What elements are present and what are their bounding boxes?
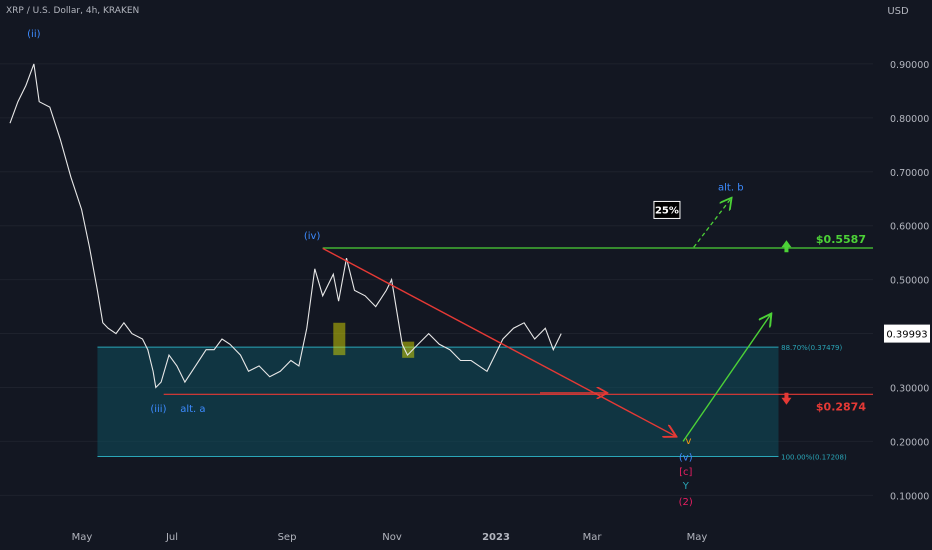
down-arrow-icon: [781, 392, 792, 405]
y-tick-0: 0.90000: [890, 60, 929, 71]
x-tick-5: Mar: [583, 532, 603, 543]
x-tick-6: May: [687, 532, 708, 543]
wave-label-5: v: [685, 436, 691, 447]
price-line: [9, 63, 562, 389]
x-tick-4: 2023: [482, 532, 510, 543]
y-tick-1: 0.80000: [890, 114, 929, 125]
y-tick-2: 0.70000: [890, 168, 929, 179]
y-tick-6: 0.30000: [890, 383, 929, 394]
wave-label-7: [c]: [679, 467, 692, 478]
up-arrow-icon: [781, 240, 792, 253]
support-label: $0.2874: [816, 400, 866, 413]
y-tick-8: 0.10000: [890, 491, 929, 502]
fib-zone: [97, 347, 779, 457]
current-price-label: 0.39993: [886, 330, 927, 341]
wave-label-1: (iii): [150, 404, 166, 415]
percent-box: [653, 200, 681, 219]
percent-box-label: 25%: [655, 205, 679, 216]
y-tick-3: 0.60000: [890, 222, 929, 233]
wave-label-0: (ii): [27, 29, 40, 40]
x-tick-1: Jul: [165, 532, 178, 543]
y-tick-7: 0.20000: [890, 437, 929, 448]
highlight-box-1: [333, 322, 346, 356]
wave-label-4: alt. b: [718, 183, 744, 194]
wave-label-3: (iv): [304, 231, 321, 242]
wave-label-8: Y: [682, 481, 690, 492]
x-tick-3: Nov: [382, 532, 402, 543]
wave-label-6: (v): [679, 452, 693, 463]
x-tick-0: May: [72, 532, 93, 543]
currency-label: USD: [887, 6, 909, 17]
fib-bottom-label: 100.00%(0.17208): [781, 453, 847, 461]
wave-label-9: (2): [679, 497, 693, 508]
resistance-label: $0.5587: [816, 233, 866, 246]
price-axis-bg: [880, 0, 932, 550]
x-tick-2: Sep: [278, 532, 297, 543]
green-projection-arrow: [682, 315, 770, 442]
y-tick-4: 0.50000: [890, 276, 929, 287]
alt-b-dashed-arrow: [693, 199, 731, 248]
current-price-box: [884, 324, 930, 343]
red-trend-arrow: [322, 247, 675, 436]
fib-top-label: 88.70%(0.37479): [781, 344, 842, 352]
symbol-line: XRP / U.S. Dollar, 4h, KRAKEN: [6, 6, 140, 16]
wave-label-2: alt. a: [180, 404, 205, 415]
highlight-box-2: [402, 341, 415, 358]
